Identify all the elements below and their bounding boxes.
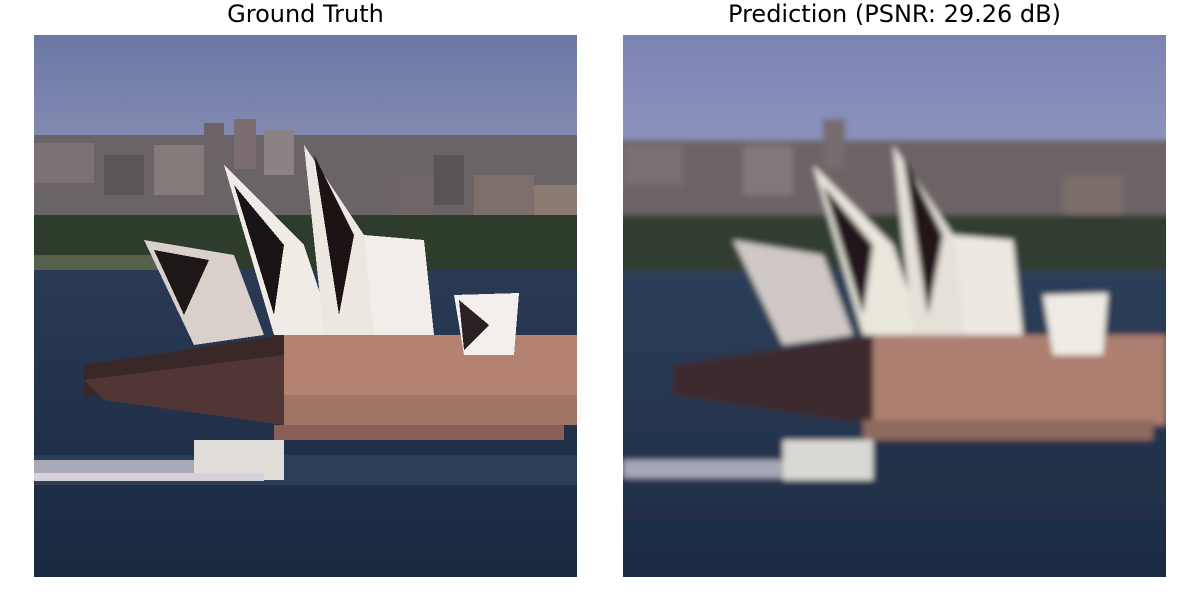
boat — [34, 440, 284, 481]
opera-house-scene — [34, 35, 577, 577]
opera-house-shells — [733, 145, 1108, 355]
boat — [623, 440, 873, 480]
opera-house-reconstruction — [623, 35, 1166, 577]
opera-house-podium — [84, 335, 577, 440]
ground-truth-title: Ground Truth — [227, 0, 384, 28]
prediction-title: Prediction (PSNR: 29.26 dB) — [728, 0, 1061, 28]
prediction-image — [623, 35, 1166, 577]
ground-truth-image — [34, 35, 577, 577]
opera-house-podium — [673, 335, 1166, 440]
opera-house-shells — [144, 145, 519, 355]
